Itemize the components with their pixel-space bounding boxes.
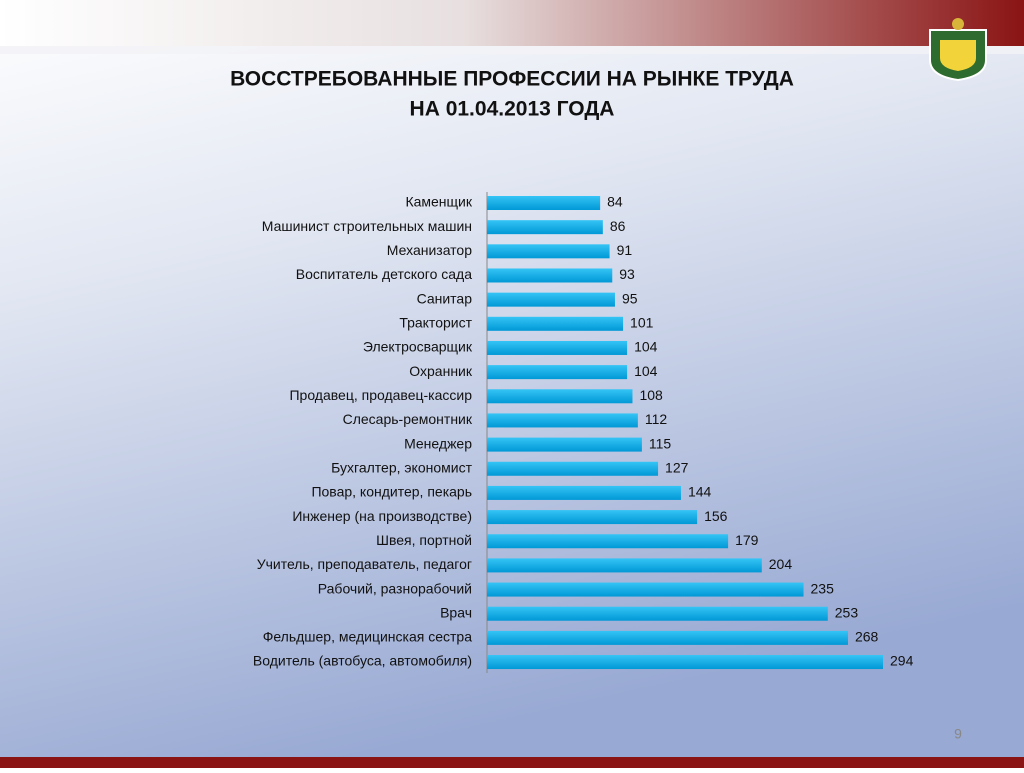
value-label: 86 <box>610 218 626 234</box>
bar <box>487 292 615 307</box>
value-label: 294 <box>890 653 914 669</box>
bar <box>487 558 762 573</box>
category-label: Рабочий, разнорабочий <box>318 580 472 596</box>
category-label: Механизатор <box>387 242 472 258</box>
coat-of-arms <box>929 18 987 82</box>
value-label: 204 <box>769 556 793 572</box>
value-label: 95 <box>622 290 638 306</box>
bar <box>487 606 828 621</box>
bar <box>487 316 624 331</box>
category-label: Машинист строительных машин <box>262 218 472 234</box>
bottom-band <box>0 757 1024 768</box>
category-label: Швея, портной <box>376 532 472 548</box>
bar <box>487 437 642 452</box>
bar <box>487 413 638 428</box>
bar <box>487 534 729 549</box>
bar <box>487 461 659 476</box>
value-label: 91 <box>617 242 633 258</box>
bar <box>487 485 681 500</box>
title-line: НА 01.04.2013 ГОДА <box>410 98 615 121</box>
bar <box>487 340 628 355</box>
bar <box>487 220 603 235</box>
value-label: 144 <box>688 484 712 500</box>
value-label: 179 <box>735 532 759 548</box>
value-label: 115 <box>649 435 672 451</box>
bar <box>487 244 610 259</box>
value-label: 156 <box>704 508 728 524</box>
category-label: Охранник <box>409 363 473 379</box>
value-label: 268 <box>855 629 879 645</box>
bar <box>487 196 601 210</box>
value-label: 235 <box>811 580 835 596</box>
category-label: Фельдшер, медицинская сестра <box>263 629 473 645</box>
value-label: 101 <box>630 315 654 331</box>
value-label: 112 <box>645 411 668 427</box>
category-label: Водитель (автобуса, автомобиля) <box>253 653 472 669</box>
bar <box>487 365 628 380</box>
title-line: ВОССТРЕБОВАННЫЕ ПРОФЕССИИ НА РЫНКЕ ТРУДА <box>230 68 794 91</box>
value-label: 93 <box>619 266 635 282</box>
category-label: Продавец, продавец-кассир <box>289 387 472 403</box>
category-label: Воспитатель детского сада <box>296 266 472 282</box>
value-label: 253 <box>835 604 859 620</box>
value-label: 127 <box>665 459 689 475</box>
top-band <box>0 0 1024 46</box>
category-label: Инженер (на производстве) <box>292 508 472 524</box>
page-number: 9 <box>954 726 962 742</box>
category-label: Менеджер <box>404 435 472 451</box>
category-label: Врач <box>440 604 472 620</box>
top-strip <box>0 46 1024 54</box>
category-label: Каменщик <box>405 194 472 210</box>
bar <box>487 389 633 404</box>
bar <box>487 655 883 670</box>
value-label: 104 <box>634 363 658 379</box>
category-label: Слесарь-ремонтник <box>343 411 473 427</box>
category-label: Электросварщик <box>363 339 473 355</box>
category-label: Тракторист <box>399 315 472 331</box>
category-label: Учитель, преподаватель, педагог <box>257 556 472 572</box>
category-label: Санитар <box>417 290 473 306</box>
category-label: Повар, кондитер, пекарь <box>311 484 472 500</box>
value-label: 104 <box>634 339 658 355</box>
bar <box>487 268 613 283</box>
bar <box>487 510 698 525</box>
bar <box>487 582 804 597</box>
value-label: 84 <box>607 194 623 210</box>
value-label: 108 <box>639 387 663 403</box>
category-label: Бухгалтер, экономист <box>331 459 472 475</box>
bar <box>487 630 848 645</box>
